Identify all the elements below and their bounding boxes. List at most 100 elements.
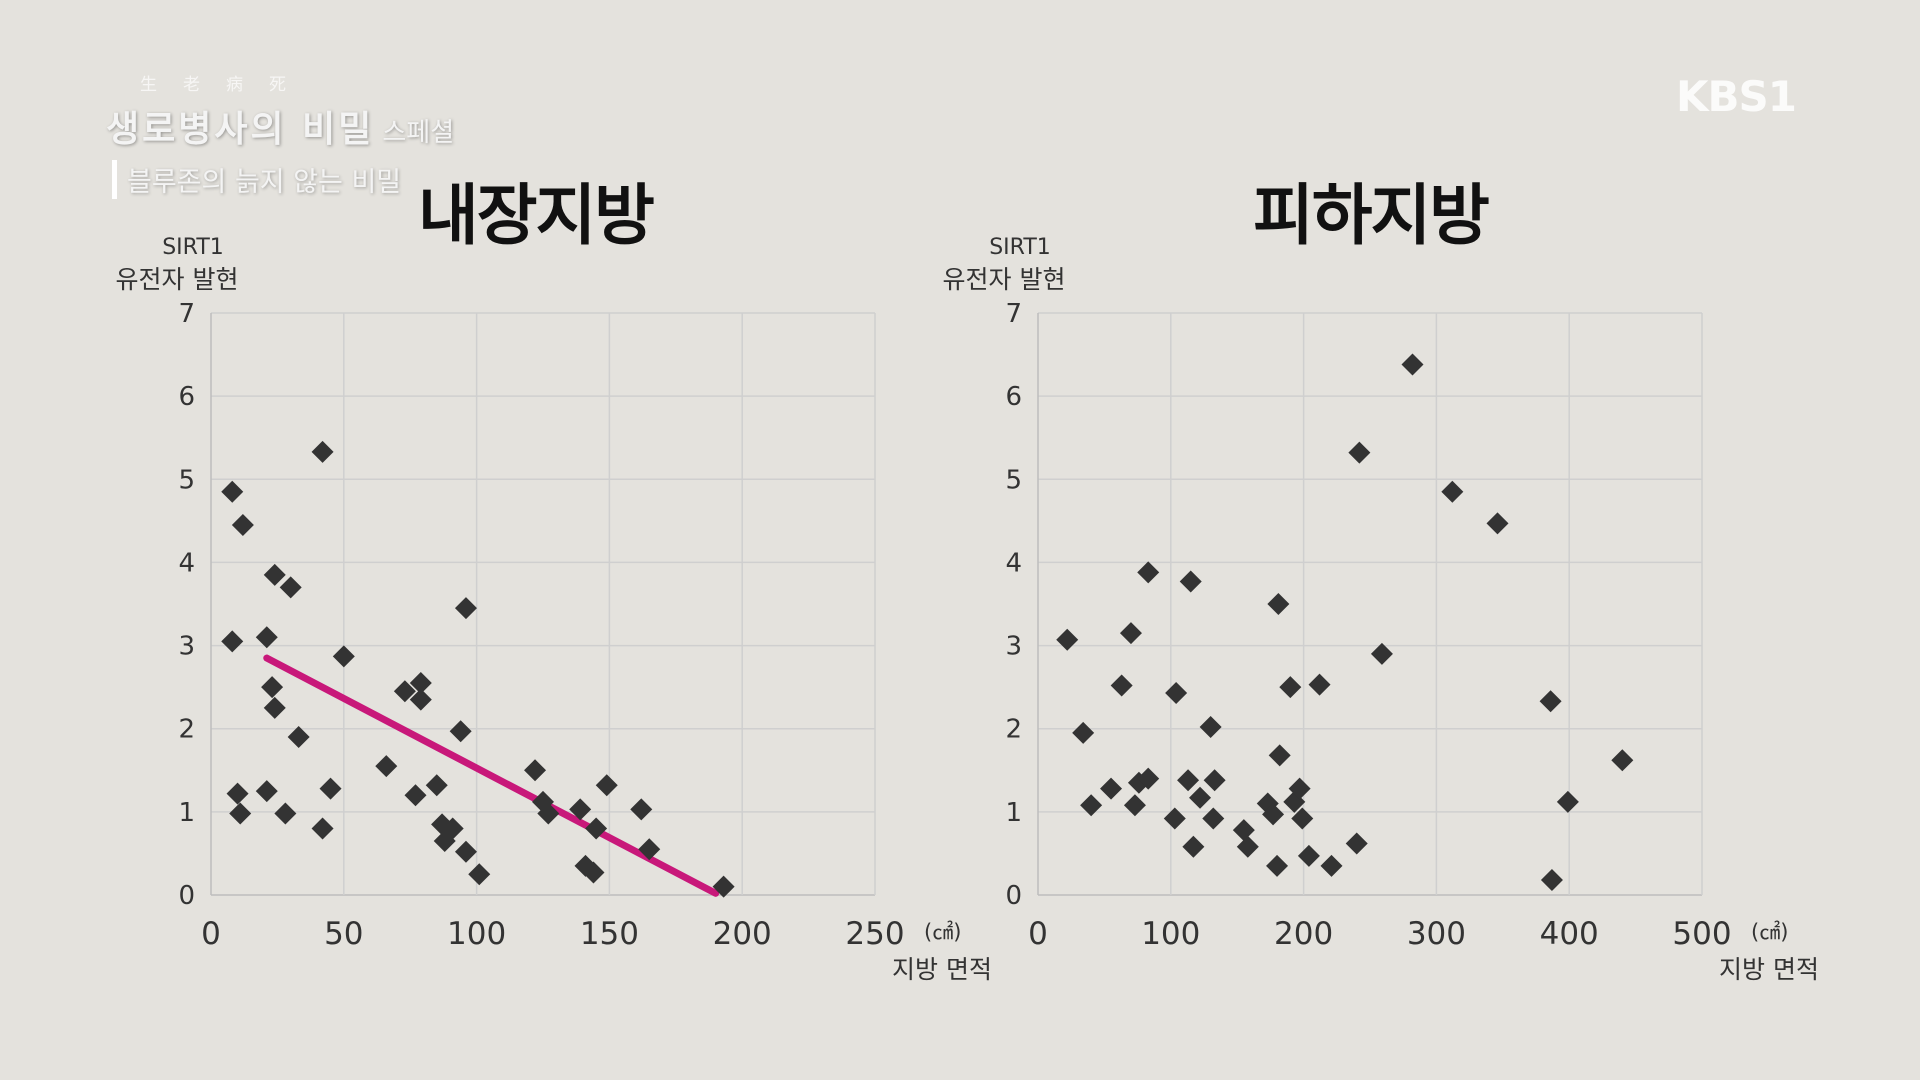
x-unit-label: (㎠): [1751, 920, 1788, 944]
data-point: [1177, 769, 1200, 792]
data-point: [1179, 570, 1202, 593]
data-point: [569, 798, 592, 821]
episode-subtitle: 블루존의 늙지 않는 비밀: [112, 160, 401, 199]
trend-line: [263, 654, 720, 897]
data-point: [1199, 716, 1222, 739]
y-axis-label-line2: 유전자 발현: [116, 265, 239, 294]
data-point: [638, 838, 661, 861]
data-point: [585, 817, 608, 840]
y-tick-label: 1: [1005, 798, 1022, 828]
data-point: [441, 817, 464, 840]
y-tick-label: 7: [178, 299, 195, 329]
data-point: [375, 755, 398, 778]
subcutaneous-plot: 0 1 2 3 4 5 6 7 0 100 200 300 400 500 (㎠) 지방 면적 SIRT1 유전자…: [943, 235, 1819, 984]
x-tick-label: 200: [713, 916, 772, 952]
data-point: [582, 861, 605, 884]
data-point: [454, 840, 477, 863]
data-point: [1189, 786, 1212, 809]
data-point: [1203, 769, 1226, 792]
data-point: [221, 480, 244, 503]
x-tick-label: 500: [1672, 916, 1731, 952]
data-point: [425, 774, 448, 797]
data-point: [1056, 628, 1079, 651]
data-point: [1297, 844, 1320, 867]
data-point: [1123, 794, 1146, 817]
data-point: [1119, 622, 1142, 645]
data-point: [1401, 353, 1424, 376]
data-point: [221, 630, 244, 653]
data-point: [1100, 777, 1123, 800]
data-point: [311, 440, 334, 463]
data-point: [409, 688, 432, 711]
data-point: [1539, 690, 1562, 713]
x-tick-label: 150: [580, 916, 639, 952]
chart-title-subcutaneous: 피하지방: [1253, 177, 1490, 254]
data-point: [1279, 676, 1302, 699]
x-tick-label: 0: [201, 916, 221, 952]
data-point: [1348, 441, 1371, 464]
show-special-label: 스페셜: [382, 118, 455, 148]
show-title-text: 생로병사의 비밀: [106, 108, 375, 150]
x-tick-label: 50: [324, 916, 363, 952]
data-point: [332, 645, 355, 668]
program-overlay: 生老病死 생로병사의 비밀 스페셜 블루존의 늙지 않는 비밀: [100, 62, 600, 212]
data-point: [449, 720, 472, 743]
data-point: [311, 817, 334, 840]
visceral-plot: 0 1 2 3 4 5 6 7 0 50 100 150 200 250 (㎠) 지방 면적 SIRT1 유전자 …: [116, 235, 992, 984]
data-point: [1288, 777, 1311, 800]
data-point: [226, 782, 249, 805]
data-point: [1611, 749, 1634, 772]
data-point: [1182, 835, 1205, 858]
data-point: [1291, 807, 1314, 830]
data-point: [409, 671, 432, 694]
data-point: [595, 774, 618, 797]
data-point: [630, 798, 653, 821]
data-point: [404, 784, 427, 807]
data-point: [1072, 721, 1095, 744]
data-point: [1232, 819, 1255, 842]
data-point: [255, 626, 278, 649]
chart-title-visceral: 내장지방: [418, 177, 655, 254]
data-point: [712, 875, 735, 898]
data-point: [263, 563, 286, 586]
data-point: [1137, 561, 1160, 584]
y-axis-label-line2: 유전자 발현: [943, 265, 1066, 294]
y-tick-label: 2: [1005, 715, 1022, 745]
y-tick-label: 4: [1005, 548, 1022, 578]
data-point: [1267, 593, 1290, 615]
data-point: [1540, 869, 1563, 892]
data-point: [1441, 480, 1464, 503]
show-title: 생로병사의 비밀 스페셜: [106, 100, 454, 152]
data-point: [1110, 674, 1133, 697]
hanja-caption: 生老病死: [140, 75, 312, 95]
data-point: [1080, 794, 1103, 817]
y-axis-label-line1: SIRT1: [989, 235, 1051, 260]
data-point: [524, 759, 547, 782]
data-point: [231, 514, 254, 537]
broadcaster-logo: KBS1: [1676, 72, 1797, 121]
x-tick-label: 0: [1028, 916, 1048, 952]
x-tick-label: 100: [1141, 916, 1200, 952]
data-point: [1320, 854, 1343, 877]
x-tick-label: 400: [1540, 916, 1599, 952]
data-point: [255, 780, 278, 803]
x-unit-label: (㎠): [924, 920, 961, 944]
data-point: [279, 576, 302, 599]
data-point: [454, 597, 477, 620]
data-point: [537, 802, 560, 825]
data-point: [287, 726, 310, 749]
data-point: [1486, 512, 1509, 535]
data-point: [468, 863, 491, 886]
data-point: [261, 676, 284, 699]
y-tick-label: 0: [178, 881, 195, 911]
y-tick-label: 1: [178, 798, 195, 828]
data-point: [1266, 854, 1289, 877]
data-point: [274, 802, 297, 825]
data-point: [1236, 835, 1259, 858]
y-tick-label: 4: [178, 548, 195, 578]
x-tick-label: 300: [1407, 916, 1466, 952]
x-axis-label: 지방 면적: [1719, 955, 1819, 984]
y-tick-label: 6: [1005, 382, 1022, 412]
data-point: [229, 802, 252, 825]
x-tick-label: 250: [845, 916, 904, 952]
